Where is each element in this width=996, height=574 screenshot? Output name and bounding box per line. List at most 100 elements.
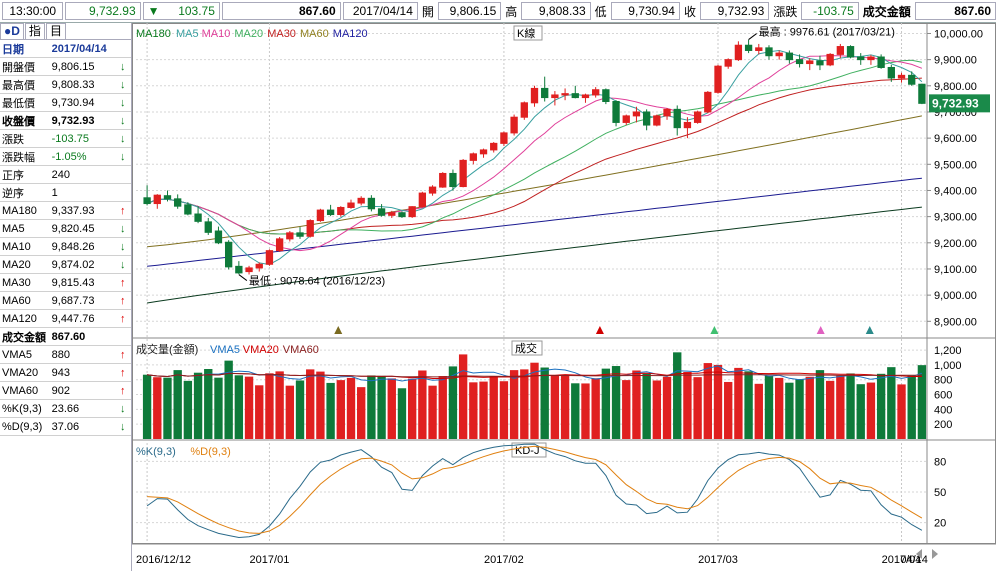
candle-up [724,59,732,67]
x-tick-label: 2017/01 [250,554,290,566]
volume-bar-up [632,370,641,439]
volume-bar-down [234,375,244,439]
high-pointer [748,33,757,40]
info-row: MA120 9,447.76 ↑ [0,309,131,328]
candle-up [632,111,641,117]
candle-down [846,46,855,58]
volume-bar-down [571,383,580,439]
candle-up [388,212,396,216]
scroll-left-icon [916,549,922,559]
up-arrow-icon: ↑ [114,363,131,382]
event-marker-icon [816,326,825,334]
ma120-line [147,177,922,267]
volume-bar-up [418,370,427,439]
candle-down [377,208,386,216]
info-key: MA60 [0,291,50,310]
volume-bar-up [591,378,600,439]
candle-up [275,238,284,252]
chart-area[interactable]: 8,900.00 9,000.00 9,100.00 9,200.00 9,300.00… [132,23,996,571]
kd-legend-item: %K(9,3) [136,446,176,458]
info-value: 37.06 [49,417,115,436]
info-key: 正序 [0,165,50,184]
candle-down [214,230,223,244]
kd-legend-item: %D(9,3) [190,446,230,458]
candle-down [296,232,304,237]
ma180-line [147,206,922,304]
info-value: 240 [49,165,115,184]
info-value: 9,730.94 [49,93,115,112]
candle-up [459,159,467,188]
info-row: VMA20 943 ↑ [0,363,131,382]
amt-value: 867.60 [914,2,996,20]
candle-up [530,87,539,104]
close-label: 收 [683,4,696,19]
empty-cell [114,40,131,58]
volume-bar-up [652,380,662,439]
volume-bar-up [255,385,264,439]
volume-bar-down [204,369,213,439]
info-value: 9,806.15 [49,57,115,76]
volume-bar-down [448,366,458,439]
ma20-line [146,59,922,235]
down-arrow-icon: ↓ [114,237,131,256]
stock-chart[interactable]: 8,900.00 9,000.00 9,100.00 9,200.00 9,300.00… [132,23,996,571]
candle-down [224,241,233,268]
volume-bar-up [754,383,763,439]
volume-bar-down [214,377,223,439]
info-value: 902 [49,381,115,400]
info-table: 日期 2017/04/14 開盤價 9,806.15 ↓ 最高價 9,808.33 ↓ 最低價 9… [0,40,131,436]
info-row: VMA5 880 ↑ [0,345,131,364]
volume-bar-down [540,367,549,439]
candle-up [510,116,518,134]
volume-bar-down [183,380,193,439]
candle-down [204,221,212,233]
volume-bar-up [499,381,509,439]
info-key: MA30 [0,273,50,292]
candle-up [479,149,488,155]
volume-bar-up [336,380,345,439]
volume-bar-down [907,375,916,439]
volume-bar-down [397,388,407,439]
volume-bar-down [173,370,182,439]
y-tick-label: 9,300.00 [934,212,977,224]
volume-bar-up [244,376,254,439]
candle-up [245,267,253,273]
info-row: 漲跌幅 -1.05% ↓ [0,147,131,166]
low-annotation: 最低 : 9078.64 (2016/12/23) [249,275,385,288]
volume-bar-up [805,376,814,439]
candle-down [744,44,753,51]
candle-up [265,250,274,265]
candle-down [143,197,151,205]
up-arrow-icon: ↑ [114,381,131,400]
candle-down [908,74,916,85]
volume-bar-up [346,377,356,439]
volume-bar-up [560,374,570,439]
volume-bar-up [458,354,468,439]
info-value: 9,815.43 [49,273,115,292]
candle-down [857,56,865,61]
info-value: -103.75 [49,129,115,148]
candle-up [653,115,661,126]
volume-bar-up [662,376,672,439]
info-key: 日期 [0,40,50,58]
candle-down [642,111,651,126]
vma60-line [147,372,922,378]
candle-up [428,186,437,194]
info-key: MA20 [0,255,50,274]
volume-bar-down [785,382,794,439]
chg-value: -103.75 [801,2,859,20]
candle-up [316,209,325,222]
candle-up [337,206,345,216]
tab-daily[interactable]: ●D [0,23,24,39]
info-key: MA5 [0,219,50,238]
low-value: 9,730.94 [610,2,680,20]
x-tick-label: 2016/12/12 [136,554,191,566]
y-tick-label: 9,900.00 [934,55,977,67]
candle-up [286,232,294,240]
tab-item[interactable]: 目 [45,23,66,39]
info-value: 9,337.93 [49,201,115,220]
info-key: 最低價 [0,93,50,112]
info-key: %K(9,3) [0,399,50,418]
down-arrow-icon: ↓ [114,75,131,94]
tab-indicator[interactable]: 指 [24,23,45,39]
